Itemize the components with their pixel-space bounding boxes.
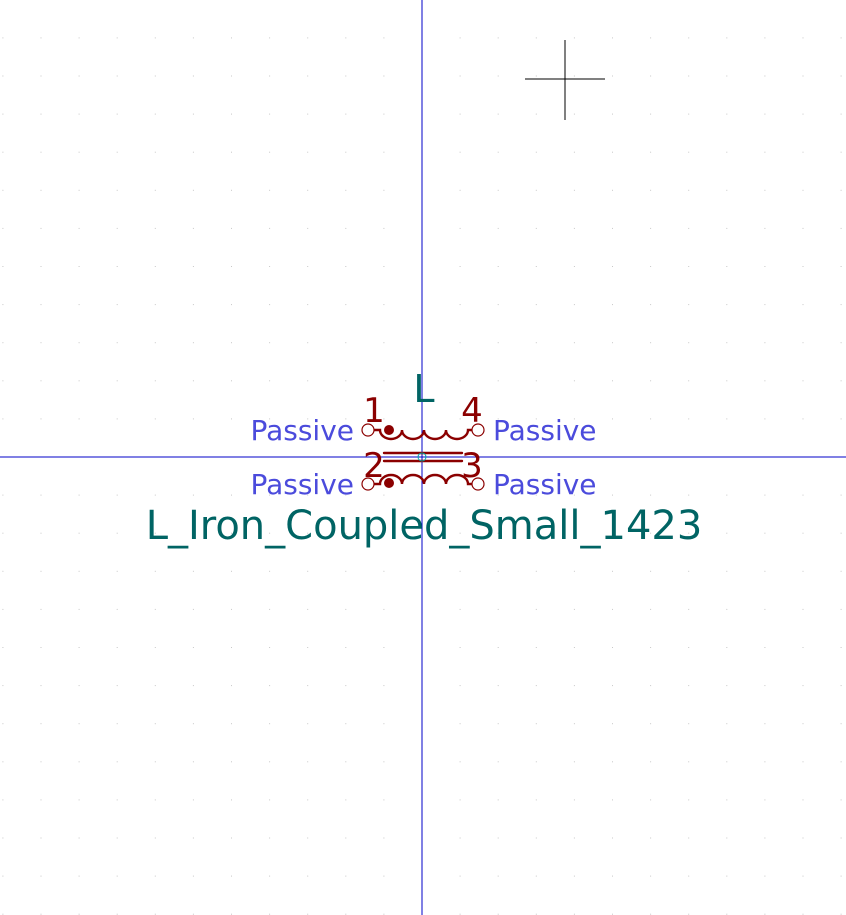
inductor-symbol[interactable] — [361, 423, 485, 491]
pin-2-end[interactable] — [361, 477, 375, 491]
bottom-winding — [366, 473, 480, 486]
pin-4-type: Passive — [493, 414, 597, 447]
pin-2-type: Passive — [250, 468, 354, 501]
top-winding — [366, 428, 480, 441]
origin-marker-icon — [417, 452, 427, 462]
crosshair-cursor-icon — [525, 40, 605, 120]
pin-3-type: Passive — [493, 468, 597, 501]
pin-1-number: 1 — [363, 391, 385, 431]
pin-1-type: Passive — [250, 414, 354, 447]
value-label[interactable]: L_Iron_Coupled_Small_1423 — [146, 503, 703, 549]
pin-4-number: 4 — [461, 391, 483, 431]
pin-1-end[interactable] — [361, 423, 375, 437]
pin-2-number: 2 — [363, 446, 385, 486]
pin-3-number: 3 — [461, 446, 483, 486]
pin-4-end[interactable] — [471, 423, 485, 437]
grid-dots — [2, 37, 842, 915]
polarity-dot-top — [384, 425, 394, 435]
reference-label[interactable]: L — [413, 367, 434, 411]
pin-3-end[interactable] — [471, 477, 485, 491]
polarity-dot-bottom — [384, 478, 394, 488]
